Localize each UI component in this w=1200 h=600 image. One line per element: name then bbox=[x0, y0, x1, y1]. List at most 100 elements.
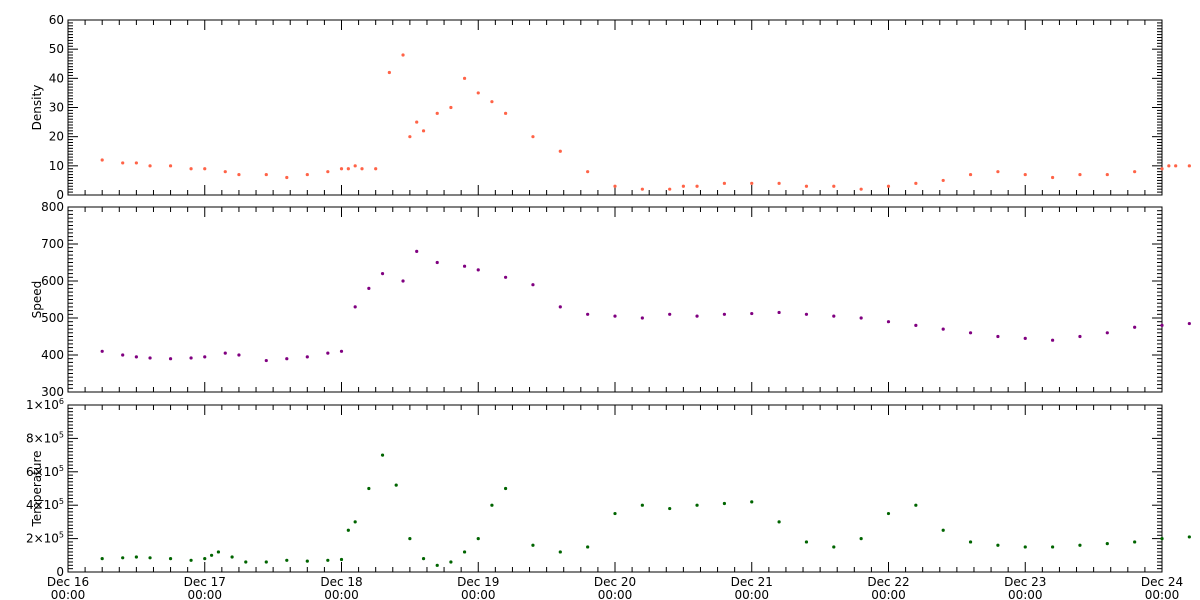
data-point bbox=[435, 260, 439, 265]
data-point bbox=[640, 503, 644, 507]
data-point bbox=[1023, 172, 1027, 177]
data-point bbox=[996, 170, 1000, 174]
y-tick-label: 4×105 bbox=[26, 497, 64, 512]
data-point bbox=[1105, 172, 1109, 177]
x-tick-label-time: 00:00 bbox=[324, 588, 359, 600]
data-point bbox=[462, 76, 467, 80]
data-point bbox=[285, 357, 289, 361]
data-point bbox=[189, 356, 193, 360]
data-point bbox=[449, 560, 453, 564]
x-tick-label-date: Dec 18 bbox=[320, 575, 362, 589]
data-point bbox=[1105, 542, 1109, 546]
y-tick-label: 6×105 bbox=[26, 464, 64, 479]
data-point bbox=[695, 314, 699, 318]
data-point bbox=[326, 170, 330, 174]
data-point bbox=[223, 170, 227, 174]
data-point bbox=[695, 184, 699, 188]
data-point bbox=[148, 356, 152, 360]
data-point bbox=[613, 511, 617, 516]
x-tick-label-date: Dec 16 bbox=[47, 575, 89, 589]
data-point bbox=[613, 184, 617, 188]
plot-frame bbox=[67, 19, 1163, 196]
data-point bbox=[387, 70, 391, 75]
data-point bbox=[640, 187, 644, 191]
y-tick-label: 500 bbox=[41, 311, 64, 325]
data-point bbox=[339, 167, 344, 171]
data-point bbox=[750, 181, 754, 185]
y-tick-label: 700 bbox=[41, 237, 64, 251]
data-point bbox=[804, 540, 809, 544]
data-point bbox=[121, 556, 125, 560]
data-point bbox=[346, 528, 350, 532]
data-point bbox=[1133, 540, 1137, 544]
data-point bbox=[380, 453, 385, 457]
data-point bbox=[421, 557, 426, 561]
x-tick-label-date: Dec 22 bbox=[867, 575, 909, 589]
data-point bbox=[531, 135, 535, 139]
data-point bbox=[941, 327, 945, 331]
data-point bbox=[914, 323, 918, 327]
data-point bbox=[668, 506, 672, 511]
data-point bbox=[1187, 164, 1191, 168]
data-point bbox=[168, 357, 173, 361]
x-tick-label-time: 00:00 bbox=[734, 588, 769, 600]
data-point bbox=[285, 175, 289, 180]
data-point bbox=[435, 111, 439, 115]
data-point bbox=[230, 555, 234, 559]
data-point bbox=[941, 528, 945, 532]
data-point bbox=[415, 120, 419, 124]
data-point bbox=[367, 486, 371, 491]
data-point bbox=[346, 167, 350, 171]
data-point bbox=[1051, 338, 1055, 342]
data-point bbox=[1051, 175, 1055, 180]
plot-frame bbox=[67, 206, 1163, 393]
y-axis-title: Density bbox=[30, 85, 44, 131]
x-tick-label-time: 00:00 bbox=[598, 588, 633, 600]
data-point bbox=[996, 334, 1000, 339]
y-tick-label: 8×105 bbox=[26, 430, 64, 445]
data-point bbox=[353, 305, 357, 309]
y-tick-label: 400 bbox=[41, 348, 64, 362]
data-point bbox=[1187, 321, 1191, 326]
data-point bbox=[203, 355, 207, 359]
x-tick-label-date: Dec 20 bbox=[594, 575, 636, 589]
data-point bbox=[326, 558, 330, 562]
data-point bbox=[1078, 334, 1082, 339]
data-point bbox=[476, 91, 480, 95]
plot-frame bbox=[67, 404, 1163, 573]
data-point bbox=[859, 316, 863, 320]
y-tick-label: 10 bbox=[49, 159, 64, 173]
data-point bbox=[777, 181, 781, 185]
data-point bbox=[1174, 164, 1178, 168]
y-tick-label: 50 bbox=[49, 42, 64, 56]
data-point bbox=[1160, 537, 1164, 541]
data-point bbox=[148, 164, 152, 168]
panel-speed: 300 400 500 600 700 800 Speed bbox=[30, 200, 1191, 399]
x-tick-label-time: 00:00 bbox=[1008, 588, 1043, 600]
data-point bbox=[401, 279, 405, 283]
data-point bbox=[408, 537, 412, 541]
data-point bbox=[1167, 164, 1171, 168]
data-point bbox=[832, 184, 836, 188]
data-point bbox=[353, 520, 357, 524]
data-point bbox=[1051, 545, 1055, 549]
data-point bbox=[504, 275, 508, 279]
data-point bbox=[462, 550, 467, 554]
data-point bbox=[1160, 323, 1164, 327]
data-point bbox=[1078, 543, 1082, 547]
data-point bbox=[832, 314, 836, 318]
data-point bbox=[490, 503, 494, 507]
x-tick-label-date: Dec 17 bbox=[184, 575, 226, 589]
data-point bbox=[668, 312, 672, 316]
data-point bbox=[476, 268, 480, 272]
data-point bbox=[264, 172, 268, 177]
y-axis-title: Temperature bbox=[30, 450, 44, 527]
data-point bbox=[722, 312, 727, 316]
data-point bbox=[189, 167, 193, 171]
data-point bbox=[777, 520, 781, 524]
data-point bbox=[415, 249, 419, 253]
data-point bbox=[558, 305, 562, 309]
x-tick-label-date: Dec 19 bbox=[457, 575, 499, 589]
data-point bbox=[380, 272, 385, 276]
